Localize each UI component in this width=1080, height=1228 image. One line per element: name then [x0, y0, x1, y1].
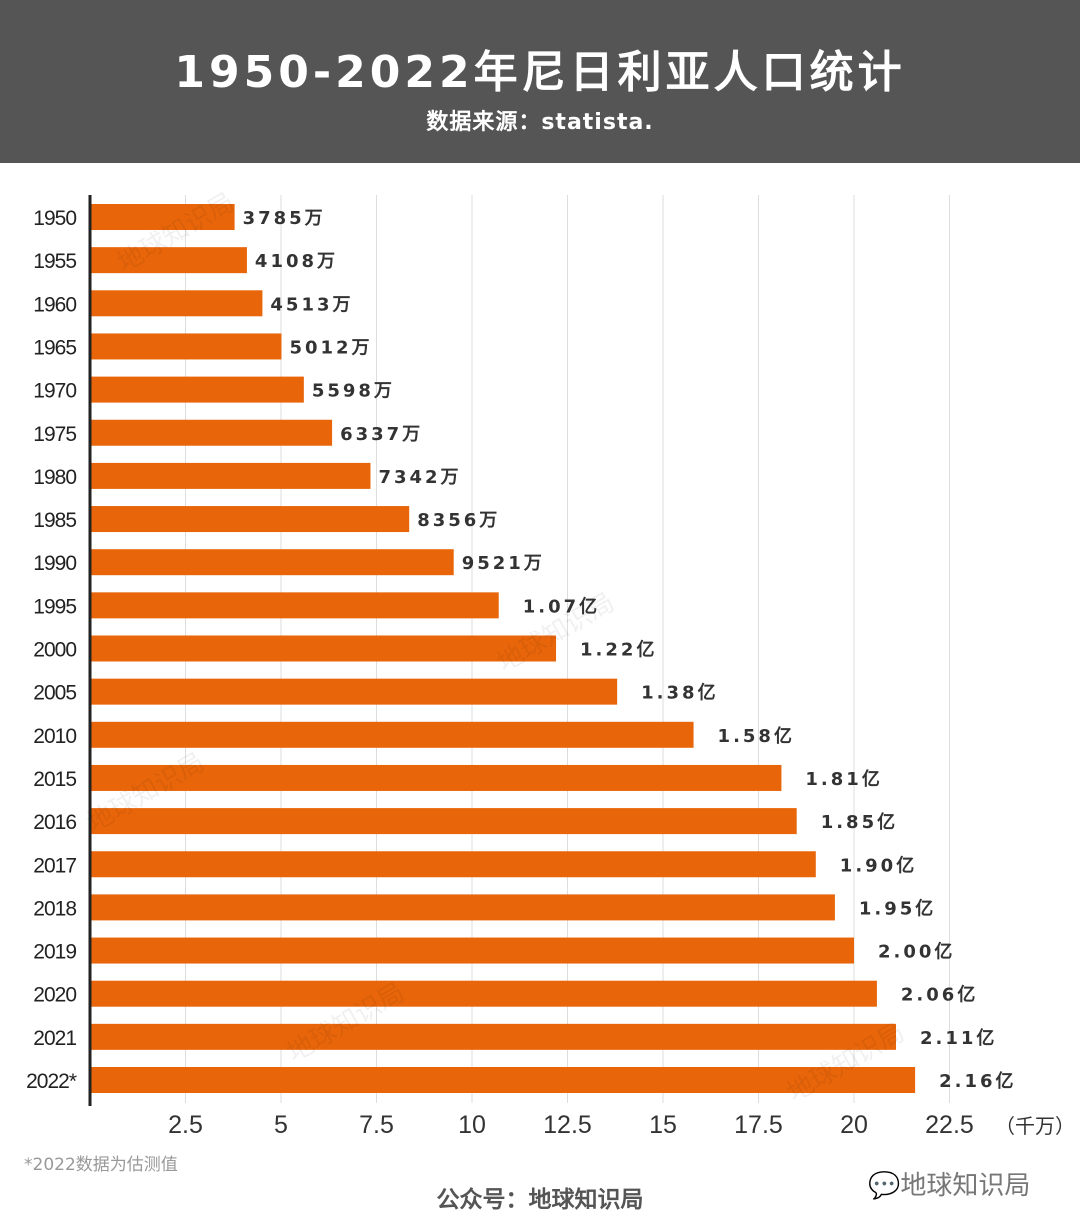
data-label: 1.81亿 — [805, 768, 882, 790]
x-tick-label: 12.5 — [543, 1111, 592, 1139]
data-label: 1.07亿 — [523, 595, 600, 617]
bar — [90, 635, 557, 662]
bar — [90, 980, 877, 1007]
bar — [90, 721, 694, 748]
bar — [90, 549, 454, 576]
y-category-label: 1990 — [33, 552, 76, 575]
bar — [90, 290, 263, 317]
x-tick-label: 5 — [274, 1111, 288, 1139]
chart-source: 数据来源：statista. — [426, 110, 654, 135]
bar — [90, 419, 333, 446]
data-label: 2.16亿 — [939, 1070, 1016, 1092]
y-category-label: 1980 — [33, 466, 76, 489]
x-tick-label: 20 — [840, 1111, 868, 1139]
data-label: 8356万 — [417, 510, 500, 531]
y-category-label: 2016 — [33, 811, 76, 834]
y-category-label: 2021 — [33, 1027, 76, 1050]
bar — [90, 1023, 897, 1050]
y-category-label: 1970 — [33, 380, 76, 403]
footer-credit: 公众号：地球知识局 — [436, 1187, 644, 1213]
data-label: 5598万 — [312, 381, 395, 402]
bar — [90, 592, 499, 619]
data-label: 2.00亿 — [878, 941, 955, 963]
brand-logo: 💬地球知识局 — [868, 1165, 1030, 1202]
x-tick-label: 22.5 — [925, 1111, 974, 1139]
data-label: 2.11亿 — [920, 1027, 997, 1049]
bar — [90, 462, 371, 489]
data-label: 1.90亿 — [840, 854, 917, 876]
data-label: 9521万 — [462, 553, 545, 574]
y-category-label: 2010 — [33, 725, 76, 748]
y-category-label: 2019 — [33, 941, 76, 964]
data-label: 1.22亿 — [580, 639, 657, 661]
bar — [90, 764, 782, 791]
brand-name: 地球知识局 — [900, 1171, 1031, 1201]
bar — [90, 506, 410, 533]
bar — [90, 937, 854, 964]
data-label: 4513万 — [270, 294, 353, 315]
y-category-label: 2000 — [33, 639, 76, 662]
data-label: 1.85亿 — [821, 811, 898, 833]
bar — [90, 204, 235, 230]
x-tick-label: 10 — [458, 1111, 486, 1139]
y-category-label: 2022* — [26, 1070, 77, 1093]
y-category-label: 1955 — [33, 250, 76, 273]
y-category-label: 1965 — [33, 336, 76, 359]
data-label: 2.06亿 — [901, 984, 978, 1006]
data-label: 4108万 — [255, 251, 338, 272]
x-tick-label: 7.5 — [359, 1111, 394, 1139]
bar — [90, 333, 282, 360]
header: 1950-2022年尼日利亚人口统计 数据来源：statista. — [0, 0, 1080, 163]
y-category-label: 1985 — [33, 509, 76, 532]
y-category-label: 1975 — [33, 423, 76, 446]
data-label: 1.38亿 — [641, 682, 718, 704]
bar — [90, 808, 797, 835]
bar — [90, 894, 835, 921]
wechat-icon: 💬 — [868, 1171, 901, 1201]
data-label: 1.95亿 — [859, 897, 936, 919]
y-category-label: 2020 — [33, 984, 76, 1007]
data-label: 1.58亿 — [718, 725, 795, 747]
data-label: 3785万 — [243, 208, 326, 229]
y-category-label: 1995 — [33, 595, 76, 618]
bar — [90, 678, 618, 705]
y-category-label: 2017 — [33, 854, 76, 877]
y-category-label: 1960 — [33, 293, 76, 316]
x-axis-unit: （千万） — [995, 1115, 1075, 1138]
bar — [90, 376, 304, 403]
y-category-label: 2005 — [33, 682, 76, 705]
footnote: *2022数据为估测值 — [24, 1155, 178, 1175]
x-tick-label: 15 — [649, 1111, 677, 1139]
data-label: 7342万 — [378, 467, 461, 488]
bar — [90, 247, 247, 274]
data-label: 6337万 — [340, 424, 423, 445]
y-category-label: 2015 — [33, 768, 76, 791]
y-category-label: 2018 — [33, 897, 76, 920]
y-category-label: 1950 — [33, 207, 76, 230]
x-tick-label: 17.5 — [734, 1111, 783, 1139]
bar — [90, 1067, 916, 1093]
chart-title: 1950-2022年尼日利亚人口统计 — [174, 47, 906, 98]
bar — [90, 851, 816, 878]
data-label: 5012万 — [289, 337, 372, 358]
x-tick-label: 2.5 — [168, 1111, 203, 1139]
